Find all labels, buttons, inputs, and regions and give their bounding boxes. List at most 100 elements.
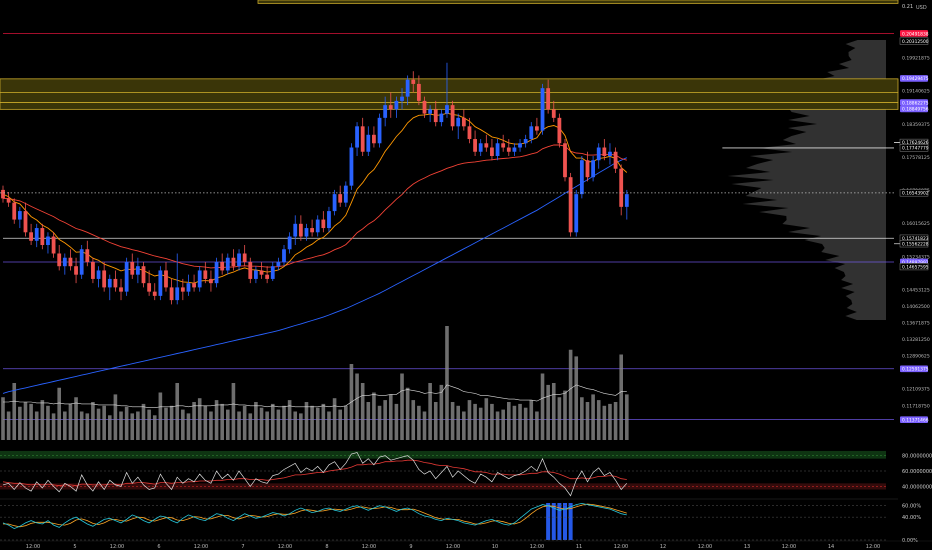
volume-bar	[478, 407, 483, 440]
candle-body	[192, 283, 196, 288]
horizontal-levels	[3, 33, 932, 421]
candle-body	[265, 274, 270, 279]
volume-bar	[574, 356, 579, 440]
volume-bar	[332, 398, 337, 440]
candle-body	[327, 211, 331, 229]
price-tick-label: 0.12109375	[902, 387, 930, 393]
volume-bar	[282, 405, 286, 440]
volume-bar	[141, 403, 146, 440]
volume-bar	[107, 415, 112, 440]
candle-body	[152, 291, 157, 296]
rsi-panel: 80.0000000 60.0000000 40.0000000	[0, 444, 932, 498]
price-badge-label: 0.12591375	[902, 367, 929, 373]
candle-body	[529, 126, 534, 140]
volume-bar	[338, 409, 342, 440]
price-axis[interactable]: 0.21 0.19921875 0.19140625 0.18359375 0.1757…	[899, 0, 932, 440]
candle-body	[591, 160, 595, 178]
time-tick-label: 6	[157, 544, 160, 550]
volume-profile-shape	[727, 40, 886, 320]
time-tick-label: 12:00	[194, 544, 208, 550]
price-tick-label: 0.14062500	[902, 304, 930, 310]
volume-bar	[467, 400, 472, 440]
volume-bar	[18, 406, 22, 440]
time-tick-label: 10	[492, 544, 498, 550]
time-tick-label: 12:00	[110, 544, 124, 550]
volume-bar	[388, 394, 393, 440]
price-badge-label: 0.19429475	[902, 76, 929, 82]
volume-bar	[613, 402, 618, 440]
volume-bar	[74, 397, 78, 440]
candle-body	[220, 261, 225, 271]
candle-body	[501, 143, 506, 148]
supply-zone	[0, 78, 899, 93]
volume-bar	[512, 405, 517, 440]
candle-body	[254, 270, 258, 279]
candle-body	[242, 253, 247, 262]
volume-bar	[276, 409, 281, 440]
supply-zone	[257, 0, 899, 4]
time-tick-label: 12:00	[698, 544, 712, 550]
candle-body	[619, 168, 624, 207]
ma-slow-line	[3, 144, 627, 269]
volume-bar	[197, 398, 202, 440]
volume-bar	[591, 394, 595, 440]
price-tick-label: 0.14453125	[902, 287, 930, 293]
volume-bar	[113, 394, 118, 440]
candle-body	[186, 283, 191, 292]
candle-body	[372, 134, 376, 144]
volume-bar	[57, 387, 61, 440]
volume-bar	[304, 402, 309, 440]
candle-body	[62, 257, 67, 267]
price-tick-label: 0.13671875	[902, 321, 930, 327]
volume-bar	[366, 402, 371, 440]
volume-bar	[248, 413, 253, 440]
price-tick-label: 0.13281250	[902, 337, 930, 343]
price-badge-label: 0.20312500	[902, 39, 929, 45]
volume-bar	[377, 405, 382, 440]
time-tick-label: 12:00	[866, 544, 880, 550]
volume-bar	[344, 405, 348, 440]
price-tick-label: 0.11718750	[902, 403, 930, 409]
candle-body	[439, 113, 444, 123]
volume-bar	[130, 413, 135, 440]
supply-zone	[0, 92, 899, 103]
stoch-spike-bar	[568, 503, 573, 540]
time-tick-label: 9	[409, 544, 412, 550]
price-tick-label: 0.15234375	[902, 254, 930, 260]
price-badge	[899, 37, 929, 45]
volume-bar	[102, 405, 106, 440]
volume-bar	[63, 411, 67, 440]
candle-body	[180, 287, 185, 292]
price-tick-label: 0.18359375	[902, 122, 930, 128]
volume-bar	[293, 411, 298, 440]
candle-body	[428, 109, 433, 114]
candle-body	[377, 117, 382, 144]
price-badge	[900, 30, 928, 37]
candle-body	[102, 270, 107, 288]
time-tick-label: 12:00	[278, 544, 292, 550]
volume-bar	[237, 411, 241, 440]
candle-body	[259, 270, 264, 275]
price-tick-label: 0.12890625	[902, 354, 930, 360]
volume-bar	[186, 413, 191, 440]
candle-body	[585, 160, 590, 178]
price-badge	[900, 105, 928, 113]
candle-body	[484, 143, 489, 148]
candle-body	[79, 249, 84, 275]
volume-bar	[551, 383, 556, 440]
time-axis[interactable]: 12:00 5 12:00 6 12:00 7 12:00 8 12:00 9 12:00 10 12:…	[0, 540, 932, 550]
time-tick-label: 12:00	[362, 544, 376, 550]
candle-body	[546, 88, 551, 110]
volume-bar	[580, 397, 584, 440]
volume-profile	[727, 40, 886, 320]
volume-bar	[79, 411, 84, 440]
price-axis-top-label: 0.21	[902, 4, 913, 10]
volume-bar	[608, 403, 612, 440]
price-badge	[900, 99, 928, 106]
candle-body	[287, 236, 292, 250]
rsi-level-label: 80.0000000	[902, 454, 932, 460]
price-candles[interactable]	[1, 62, 629, 305]
candle-body	[124, 261, 129, 292]
price-badge-label: 0.20491838	[902, 31, 929, 37]
volume-bar	[529, 400, 534, 440]
